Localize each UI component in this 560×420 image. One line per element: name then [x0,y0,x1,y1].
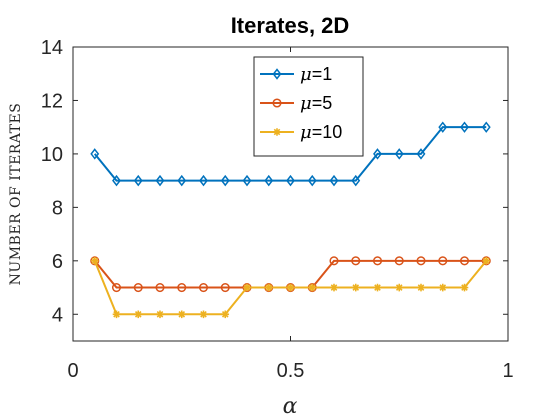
data-point [372,256,383,266]
data-point [481,121,491,133]
legend-entry: μ=1 [260,64,332,85]
data-point [394,256,404,266]
data-point [286,283,295,292]
legend-marker [272,68,282,80]
legend-entry: μ=5 [260,93,332,114]
data-point [199,310,208,319]
legend-marker [272,98,282,108]
data-point [111,282,122,293]
series-1 [90,121,491,187]
data-point [330,283,338,292]
data-point [438,121,448,133]
data-point [329,256,339,266]
data-point [416,148,426,160]
data-point [112,174,121,187]
data-point [242,174,252,187]
legend-label: μ=1 [300,64,332,85]
data-point [351,256,361,266]
data-point [482,257,491,265]
y-tick-label: 12 [41,90,63,112]
data-point [133,174,143,187]
data-point [133,282,143,293]
data-point [198,282,209,293]
y-axis-label: NUMBER OF ITERATES [8,103,24,286]
x-axis-label: α [283,394,298,419]
data-point [416,256,426,266]
y-tick-label: 4 [52,304,63,326]
data-point [220,174,230,187]
data-point [373,283,382,292]
series-3 [90,257,491,319]
x-tick-label: 0 [67,360,78,382]
data-point [394,148,404,160]
chart-title: Iterates, 2D [231,13,350,38]
y-axis: 4 6 8 10 12 14 [41,37,508,326]
legend-entry: μ=10 [260,122,342,143]
data-point [460,283,469,292]
data-point [308,283,317,292]
y-tick-label: 14 [41,37,63,59]
x-tick-label: 1 [502,360,513,382]
data-point [373,148,382,160]
data-point [155,174,165,187]
data-point [395,283,404,292]
x-tick-label: 0.5 [277,360,305,382]
data-point [134,310,143,319]
data-point [90,257,99,265]
data-point [221,310,230,319]
data-point [90,148,100,160]
series-line [93,126,487,182]
legend-label: μ=10 [300,122,342,143]
data-point [220,282,230,293]
data-point [112,310,121,319]
data-point [417,283,425,292]
data-point [243,283,251,292]
data-point [459,256,470,266]
data-point [155,282,165,293]
data-point [177,310,186,319]
data-point [307,174,317,187]
data-point [438,283,447,292]
data-point [264,283,273,292]
legend-marker [273,128,281,136]
series-layer [90,121,491,319]
data-point [286,174,295,187]
y-tick-label: 8 [52,197,63,219]
data-point [156,310,164,319]
data-point [460,121,469,133]
data-point [329,174,339,187]
y-tick-label: 10 [41,144,63,166]
data-point [264,174,274,187]
data-point [177,174,187,187]
legend: μ=1 μ=5 μ=10 [253,56,364,157]
y-tick-label: 6 [52,251,63,273]
data-point [351,174,361,187]
x-axis: 0 0.5 1 [67,47,514,382]
legend-label: μ=5 [300,93,332,114]
data-point [351,283,360,292]
data-point [438,256,448,266]
data-point [199,174,208,187]
data-point [177,282,187,293]
